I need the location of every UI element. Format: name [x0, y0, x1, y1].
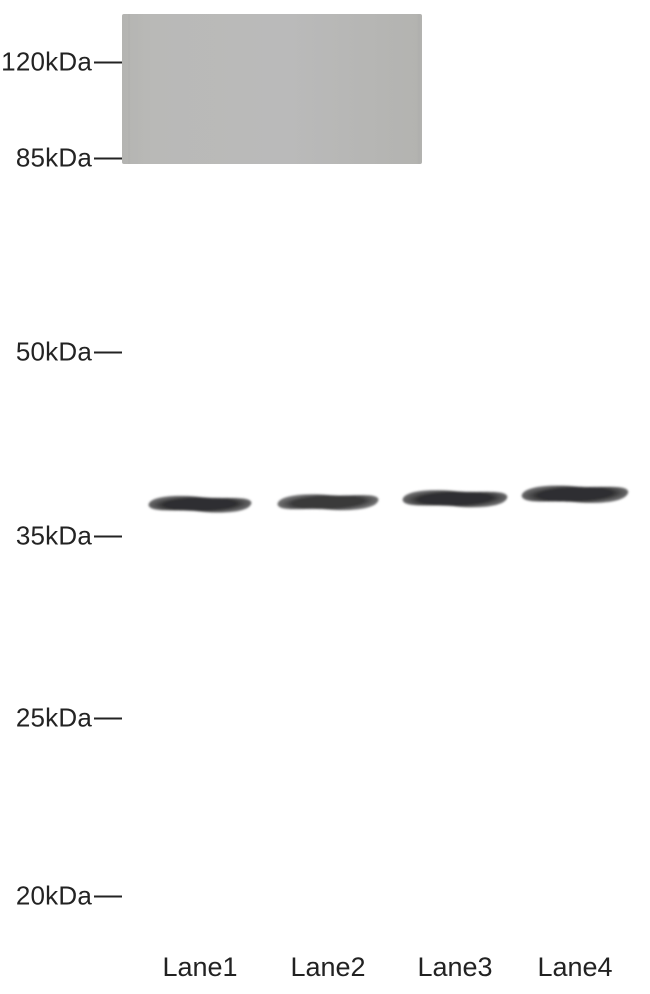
mw-marker-120kda: 120kDa — [1, 47, 122, 78]
membrane-background — [122, 14, 422, 164]
mw-marker-label: 120kDa — [1, 47, 92, 78]
mw-marker-50kda: 50kDa — [16, 337, 122, 368]
mw-marker-tick — [94, 351, 122, 353]
blot-membrane — [122, 14, 632, 942]
mw-marker-tick — [94, 717, 122, 719]
lane-label-1: Lane1 — [162, 952, 237, 983]
mw-marker-tick — [94, 535, 122, 537]
mw-marker-tick — [94, 895, 122, 897]
mw-marker-tick — [94, 157, 122, 159]
lane-label-3: Lane3 — [417, 952, 492, 983]
lane-label-4: Lane4 — [537, 952, 612, 983]
mw-marker-label: 85kDa — [16, 143, 92, 174]
mw-marker-label: 20kDa — [16, 881, 92, 912]
mw-marker-label: 35kDa — [16, 521, 92, 552]
mw-marker-35kda: 35kDa — [16, 521, 122, 552]
mw-marker-20kda: 20kDa — [16, 881, 122, 912]
western-blot-figure: 120kDa 85kDa 50kDa 35kDa 25kDa 20kDa Lane1 Lan… — [0, 0, 650, 994]
mw-marker-tick — [94, 61, 122, 63]
mw-marker-label: 25kDa — [16, 703, 92, 734]
mw-marker-25kda: 25kDa — [16, 703, 122, 734]
mw-marker-label: 50kDa — [16, 337, 92, 368]
mw-marker-85kda: 85kDa — [16, 143, 122, 174]
lane-label-2: Lane2 — [290, 952, 365, 983]
